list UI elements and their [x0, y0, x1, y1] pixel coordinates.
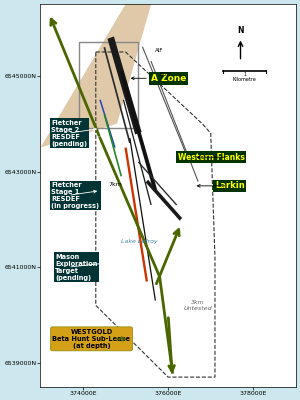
Polygon shape: [40, 4, 151, 148]
Text: Kilometre: Kilometre: [233, 77, 257, 82]
Bar: [79, 42, 138, 128]
Polygon shape: [124, 147, 148, 282]
Polygon shape: [146, 180, 182, 221]
Text: 7km: 7km: [109, 182, 122, 187]
Text: A Zone: A Zone: [151, 74, 187, 83]
Polygon shape: [119, 70, 157, 191]
Text: N: N: [237, 26, 244, 35]
Text: WESTGOLD
Beta Hunt Sub-Lease
(at depth): WESTGOLD Beta Hunt Sub-Lease (at depth): [52, 329, 130, 349]
Text: Western Flanks: Western Flanks: [178, 153, 245, 162]
Text: 1: 1: [243, 72, 246, 77]
Text: BGIF: BGIF: [160, 72, 172, 77]
Text: 3km
Untested: 3km Untested: [184, 300, 212, 311]
Polygon shape: [103, 47, 131, 143]
Polygon shape: [123, 100, 152, 205]
Text: Lake Lefroy: Lake Lefroy: [121, 239, 158, 244]
Text: AIF: AIF: [155, 48, 164, 53]
Text: Fletcher
Stage 2
RESDEF
(pending): Fletcher Stage 2 RESDEF (pending): [51, 120, 87, 147]
Polygon shape: [138, 162, 177, 206]
Polygon shape: [107, 36, 142, 134]
Polygon shape: [103, 114, 122, 176]
Text: Larkin: Larkin: [215, 181, 245, 190]
Polygon shape: [99, 100, 116, 148]
Text: Fletcher
Stage 1
RESDEF
(in progress): Fletcher Stage 1 RESDEF (in progress): [51, 182, 99, 209]
Text: Mason
Exploration
Target
(pending): Mason Exploration Target (pending): [56, 254, 98, 281]
Polygon shape: [129, 138, 156, 301]
